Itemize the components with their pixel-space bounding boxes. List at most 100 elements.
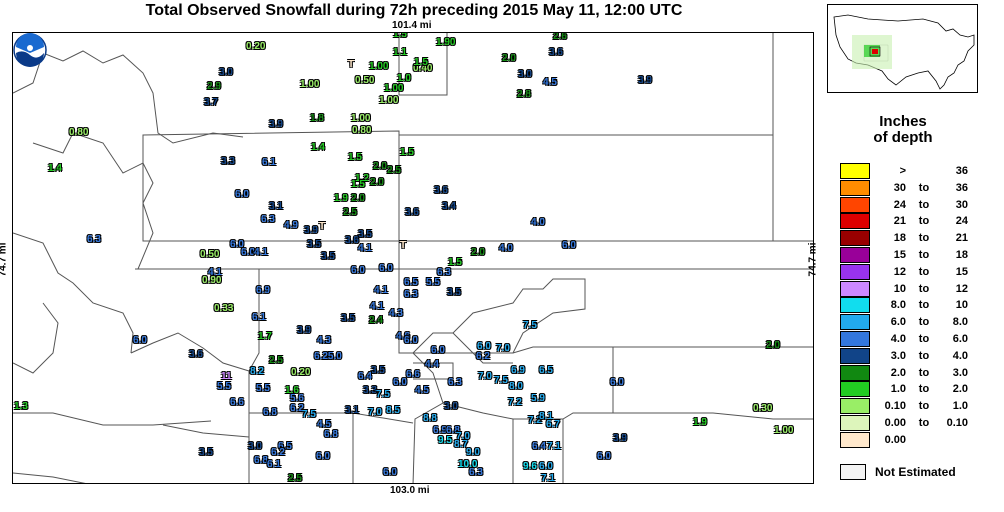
snowfall-value: 2.0: [502, 53, 516, 64]
legend-to-text: to: [918, 416, 930, 429]
snowfall-value: 6.4: [532, 441, 546, 452]
legend-swatch: [840, 398, 870, 415]
snowfall-value: 5.5: [256, 383, 270, 394]
legend-to-text: to: [918, 400, 930, 413]
snowfall-value: 1.00: [369, 61, 389, 72]
snowfall-value: 3.0: [444, 401, 458, 412]
legend-low-value: 24: [893, 198, 906, 211]
legend-to-text: to: [918, 198, 930, 211]
legend-low-value: >: [899, 165, 906, 177]
legend-high-value: 36: [955, 181, 968, 194]
noaa-logo-icon: [13, 33, 47, 67]
legend-swatch: [840, 330, 870, 347]
legend-to-text: to: [918, 366, 930, 379]
snowfall-value: 1.00: [300, 79, 320, 90]
snowfall-value: 6.0: [383, 467, 397, 478]
snowfall-value: 6.5: [278, 441, 292, 452]
snowfall-value: 6.25.0: [314, 351, 342, 362]
legend-to-text: to: [918, 181, 930, 194]
snowfall-value: 6.0: [351, 265, 365, 276]
snowfall-value: 5.6: [290, 393, 304, 404]
snowfall-value: 11: [221, 371, 232, 382]
snowfall-value: 1.9: [334, 193, 348, 204]
legend-high-value: 0.10: [946, 416, 968, 429]
legend-swatch: [840, 179, 870, 196]
legend-to-text: to: [918, 299, 930, 312]
legend-low-value: 3.0: [890, 349, 906, 362]
snowfall-value: 7.0: [368, 407, 382, 418]
snowfall-value: 0.50: [200, 249, 220, 260]
snowfall-value: 1.5: [351, 179, 365, 190]
snowfall-value: 7.0: [456, 431, 470, 442]
snowfall-value: 6.0: [235, 189, 249, 200]
snowfall-value: 6.3: [437, 267, 451, 278]
legend-swatch: [840, 414, 870, 431]
snowfall-value: 8.8: [423, 413, 437, 424]
snowfall-value: 3.5: [341, 313, 355, 324]
snowfall-value: 6.0: [241, 247, 255, 258]
snowfall-value: 8.5: [386, 405, 400, 416]
snowfall-value: 0.90: [202, 275, 222, 286]
snowfall-value: 6.2: [290, 403, 304, 414]
snowfall-value: 4.5: [543, 77, 557, 88]
legend-swatch: [840, 314, 870, 331]
snowfall-value: 4.5: [415, 385, 429, 396]
snowfall-value: 3.4: [442, 201, 456, 212]
snowfall-value: 2.5: [269, 355, 283, 366]
snowfall-value: 1.0: [397, 73, 411, 84]
legend-high-value: 8.0: [952, 316, 968, 329]
snowfall-value: 3.7: [204, 97, 218, 108]
snowfall-value: 6.0: [431, 345, 445, 356]
snowfall-value: 7.5: [523, 320, 537, 331]
snowfall-value: 6.8: [254, 455, 268, 466]
snowfall-value: 7.0: [478, 371, 492, 382]
snowfall-value: 0.80: [69, 127, 89, 138]
legend-low-value: 15: [893, 248, 906, 261]
legend-swatch: [840, 196, 870, 213]
snowfall-value: 4.3: [317, 335, 331, 346]
snowfall-value: 1.00: [384, 83, 404, 94]
legend-low-value: 0.10: [884, 400, 906, 413]
legend-high-value: 4.0: [952, 349, 968, 362]
snowfall-value: 7.1: [547, 441, 561, 452]
snowfall-value: 6.9: [433, 425, 447, 436]
snowfall-value: 6.8: [263, 407, 277, 418]
snowfall-value: 1.3: [14, 401, 28, 412]
legend-swatch: [840, 297, 870, 314]
snowfall-value: 6.0: [597, 451, 611, 462]
legend-high-value: 15: [955, 265, 968, 278]
snowfall-value: 2.5: [343, 207, 357, 218]
not-estimated-label: Not Estimated: [875, 465, 956, 479]
legend-high-value: 21: [955, 232, 968, 245]
snowfall-value: 1.2: [355, 173, 369, 184]
snowfall-value: 6.2: [476, 351, 490, 362]
snowfall-value: 6.1: [252, 312, 266, 323]
snowfall-value: 0.80: [352, 125, 372, 136]
snowfall-value: 7.5: [494, 375, 508, 386]
snowfall-value: 6.3: [469, 467, 483, 478]
legend-swatch: [840, 230, 870, 247]
snowfall-value: 1.8: [310, 113, 324, 124]
snowfall-value: 6.8: [446, 425, 460, 436]
legend-high-value: 24: [955, 215, 968, 228]
legend-swatch: [840, 163, 870, 179]
legend-low-value: 1.0: [890, 383, 906, 396]
snowfall-value: 6.0: [404, 335, 418, 346]
snowfall-value: 3.9: [638, 75, 652, 86]
snowfall-value: 6.0: [610, 377, 624, 388]
snowfall-value: 6.8: [324, 429, 338, 440]
legend-low-value: 0.00: [884, 416, 906, 429]
not-estimated-swatch: [840, 464, 866, 480]
snowfall-value: 1.4: [311, 142, 325, 153]
legend-high-value: 2.0: [952, 383, 968, 396]
legend-swatch: [840, 246, 870, 263]
snowfall-value: 2.0: [351, 193, 365, 204]
snowfall-value: 6.2: [271, 447, 285, 458]
snowfall-value: 3.5: [358, 229, 372, 240]
snowfall-value: 1.6: [285, 385, 299, 396]
snowfall-value: 8.7: [454, 439, 468, 450]
snowfall-value: 3.6: [345, 235, 359, 246]
snowfall-value: 0.30: [753, 403, 773, 414]
legend-swatch: [840, 431, 870, 448]
legend-to-text: to: [918, 215, 930, 228]
